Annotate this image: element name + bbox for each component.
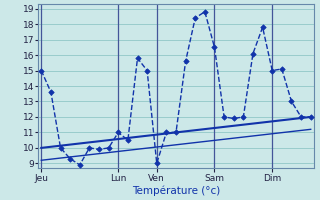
X-axis label: Température (°c): Température (°c)	[132, 185, 220, 196]
